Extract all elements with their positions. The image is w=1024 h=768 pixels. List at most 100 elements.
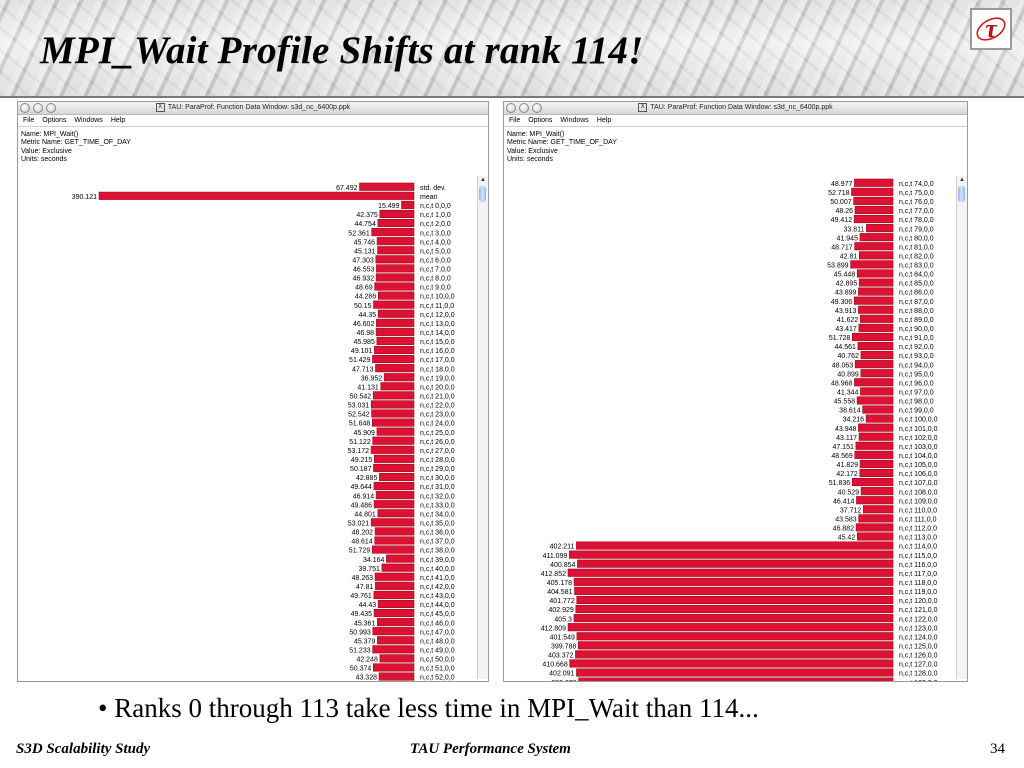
menu-options[interactable]: Options bbox=[42, 117, 67, 124]
bar-46[interactable] bbox=[576, 595, 894, 605]
scroll-up-arrow-icon[interactable]: ▲ bbox=[480, 177, 486, 183]
bar-33[interactable] bbox=[851, 478, 894, 487]
bar-49[interactable] bbox=[372, 627, 415, 636]
bar-27[interactable] bbox=[376, 427, 415, 436]
bar-19[interactable] bbox=[372, 355, 415, 364]
bar-32[interactable] bbox=[859, 468, 894, 478]
bar-22[interactable] bbox=[854, 378, 894, 387]
bar-47[interactable] bbox=[373, 608, 415, 618]
bar-39[interactable] bbox=[374, 536, 415, 545]
bar-12[interactable] bbox=[377, 291, 415, 300]
bar-4[interactable] bbox=[377, 218, 415, 228]
bar-45[interactable] bbox=[574, 586, 894, 595]
menu-options[interactable]: Options bbox=[528, 117, 553, 124]
bar-2[interactable] bbox=[853, 196, 894, 205]
bar-19[interactable] bbox=[860, 351, 894, 360]
vertical-scrollbar[interactable]: ▲ bbox=[956, 176, 967, 679]
bar-33[interactable] bbox=[373, 482, 415, 491]
bar-41[interactable] bbox=[386, 554, 415, 563]
bar-35[interactable] bbox=[856, 496, 894, 505]
bar-30[interactable] bbox=[373, 454, 415, 463]
bar-1[interactable] bbox=[851, 187, 894, 196]
scroll-thumb[interactable] bbox=[479, 186, 486, 202]
bar-14[interactable] bbox=[858, 305, 894, 314]
bar-20[interactable] bbox=[375, 364, 415, 373]
bar-47[interactable] bbox=[575, 604, 894, 614]
bar-37[interactable] bbox=[370, 518, 415, 527]
bar-15[interactable] bbox=[859, 314, 894, 323]
bar-21[interactable] bbox=[860, 369, 894, 378]
bar-42[interactable] bbox=[577, 559, 894, 568]
bar-44[interactable] bbox=[573, 577, 894, 586]
bar-10[interactable] bbox=[375, 273, 415, 282]
bar-52[interactable] bbox=[379, 654, 415, 663]
bar-11[interactable] bbox=[374, 282, 415, 291]
bar-chart-area[interactable]: 67.492 std. dev. 390.121 mean 15.499 n,c,t 0,… bbox=[18, 174, 488, 681]
bar-44[interactable] bbox=[375, 581, 415, 590]
bar-18[interactable] bbox=[857, 341, 894, 351]
zoom-window-button[interactable] bbox=[46, 103, 56, 113]
close-window-button[interactable] bbox=[506, 103, 516, 113]
bar-21[interactable] bbox=[383, 373, 415, 382]
bar-1[interactable] bbox=[98, 191, 415, 200]
window-titlebar[interactable]: X TAU: ParaProf: Function Data Window: s3… bbox=[18, 102, 488, 115]
bar-54[interactable] bbox=[576, 668, 894, 677]
zoom-window-button[interactable] bbox=[532, 103, 542, 113]
bar-50[interactable] bbox=[576, 632, 894, 641]
bar-25[interactable] bbox=[371, 409, 415, 418]
bar-29[interactable] bbox=[370, 445, 415, 454]
bar-26[interactable] bbox=[371, 418, 415, 427]
scroll-thumb[interactable] bbox=[958, 186, 965, 202]
bar-13[interactable] bbox=[373, 300, 415, 309]
bar-24[interactable] bbox=[370, 400, 415, 409]
bar-45[interactable] bbox=[373, 590, 415, 599]
bar-4[interactable] bbox=[853, 214, 894, 224]
bar-7[interactable] bbox=[377, 246, 415, 255]
minimize-window-button[interactable] bbox=[33, 103, 43, 113]
bar-53[interactable] bbox=[373, 663, 415, 672]
bar-20[interactable] bbox=[854, 360, 894, 369]
scroll-up-arrow-icon[interactable]: ▲ bbox=[959, 177, 965, 183]
bar-38[interactable] bbox=[855, 523, 894, 532]
bar-51[interactable] bbox=[372, 645, 415, 654]
bar-52[interactable] bbox=[575, 650, 894, 659]
bar-39[interactable] bbox=[856, 532, 894, 541]
bar-5[interactable] bbox=[866, 224, 894, 233]
bar-11[interactable] bbox=[858, 278, 894, 287]
bar-28[interactable] bbox=[372, 436, 415, 445]
bar-31[interactable] bbox=[373, 463, 415, 472]
bar-43[interactable] bbox=[374, 572, 415, 581]
bar-34[interactable] bbox=[375, 491, 415, 500]
bar-29[interactable] bbox=[855, 441, 894, 450]
bar-55[interactable] bbox=[578, 677, 894, 682]
bar-34[interactable] bbox=[860, 487, 894, 496]
bar-3[interactable] bbox=[379, 209, 415, 219]
bar-9[interactable] bbox=[850, 260, 894, 269]
bar-51[interactable] bbox=[577, 641, 894, 650]
bar-0[interactable] bbox=[854, 178, 894, 187]
bar-15[interactable] bbox=[376, 318, 415, 327]
bar-17[interactable] bbox=[851, 332, 894, 341]
bar-6[interactable] bbox=[376, 237, 415, 246]
bar-32[interactable] bbox=[379, 472, 415, 482]
bar-53[interactable] bbox=[569, 659, 894, 668]
bar-14[interactable] bbox=[377, 309, 415, 318]
bar-24[interactable] bbox=[856, 396, 894, 405]
bar-30[interactable] bbox=[854, 450, 894, 459]
menu-windows[interactable]: Windows bbox=[74, 117, 103, 124]
bar-23[interactable] bbox=[372, 391, 415, 400]
bar-48[interactable] bbox=[377, 618, 415, 627]
bar-49[interactable] bbox=[567, 623, 894, 632]
bar-9[interactable] bbox=[376, 264, 415, 273]
bar-42[interactable] bbox=[381, 563, 415, 572]
bar-8[interactable] bbox=[375, 255, 415, 264]
bar-26[interactable] bbox=[865, 414, 894, 423]
bar-18[interactable] bbox=[374, 345, 415, 355]
bar-10[interactable] bbox=[856, 269, 894, 278]
bar-37[interactable] bbox=[858, 514, 894, 523]
bar-16[interactable] bbox=[375, 327, 415, 336]
bar-54[interactable] bbox=[378, 672, 415, 681]
menu-file[interactable]: File bbox=[23, 117, 35, 124]
bar-28[interactable] bbox=[858, 432, 894, 441]
bar-23[interactable] bbox=[860, 387, 894, 396]
